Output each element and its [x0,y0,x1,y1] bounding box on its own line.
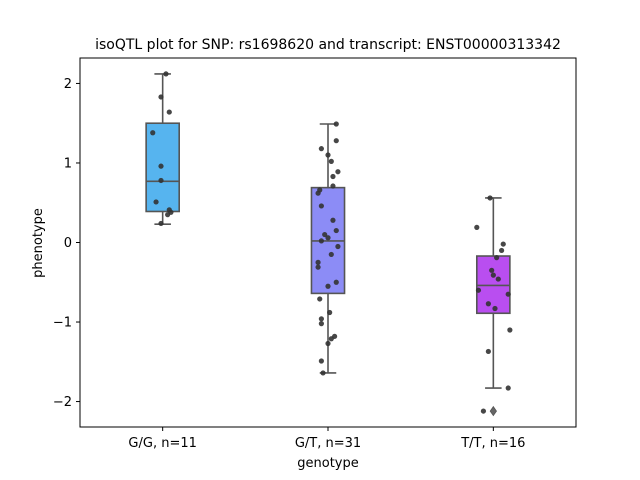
box-group [145,71,180,227]
data-point [490,272,496,278]
data-point [163,71,169,77]
data-point [495,276,501,282]
data-point [475,287,482,293]
chart-title: isoQTL plot for SNP: rs1698620 and trans… [95,37,561,53]
x-tick-label: T/T, n=16 [460,436,525,451]
y-tick-label: 1 [64,156,72,171]
data-point [335,169,341,175]
data-point [318,316,324,322]
x-axis-label: genotype [297,456,358,471]
data-point [325,152,331,158]
data-point [485,348,491,355]
data-point [335,243,341,250]
data-point [328,336,334,342]
data-point [330,173,336,180]
data-point [327,309,333,316]
data-point [494,255,500,261]
x-tick-label: G/G, n=11 [128,436,196,451]
data-point [505,385,511,391]
data-point [480,408,487,414]
data-point [485,301,491,307]
data-point [325,283,331,289]
data-point [315,259,321,265]
data-point [330,217,336,223]
data-point [333,121,339,127]
data-point [158,163,164,169]
data-point [325,235,331,241]
data-point [318,358,324,364]
data-point [318,321,324,327]
data-point [318,238,324,244]
x-tick-label: G/T, n=31 [295,436,361,451]
data-point [158,220,164,227]
data-point [333,227,339,234]
data-point [333,279,339,285]
data-point [318,146,324,152]
data-point [318,203,324,209]
data-point [325,340,331,347]
data-point [328,251,334,258]
outlier-point [489,405,497,417]
data-point [322,231,328,238]
x-axis: G/G, n=11 G/T, n=31 T/T, n=16 [128,427,525,451]
y-axis: 2 1 0 −1 −2 [53,77,80,410]
data-point [333,138,339,144]
y-axis-label: phenotype [31,208,46,278]
data-point [487,195,493,201]
box-group [474,195,513,417]
data-point [492,305,498,312]
data-point [166,109,172,115]
plot-area [145,71,513,417]
data-point [158,94,164,100]
data-point [168,209,174,215]
data-point [499,247,505,254]
data-point [153,199,159,205]
data-point [317,296,323,302]
data-point [505,291,511,297]
y-tick-label: −2 [53,395,72,410]
box-group [310,121,346,376]
data-point [330,183,336,189]
y-tick-label: 0 [64,236,72,251]
data-point [320,370,326,376]
data-point [500,241,506,247]
y-tick-label: −1 [53,316,72,331]
data-point [158,177,164,184]
data-point [315,264,321,270]
data-point [489,267,495,273]
data-point [150,130,156,136]
data-point [507,327,513,333]
data-point [315,190,321,196]
data-point [328,158,334,164]
data-point [474,224,480,230]
y-tick-label: 2 [64,77,72,92]
